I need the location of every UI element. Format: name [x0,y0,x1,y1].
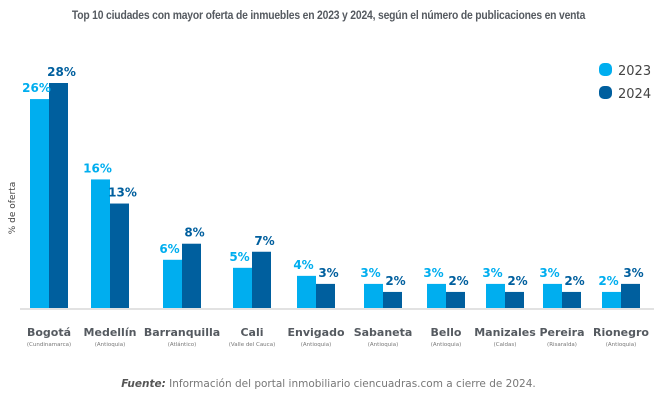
category-sublabel-manizales: (Caldas) [494,342,517,348]
value-label-bogota-2023: 26% [22,81,51,95]
value-label-rionegro-2024: 3% [623,266,643,280]
value-label-medellin-2024: 13% [108,186,137,200]
bar-envigado-2024 [316,283,335,308]
bar-cali-2024 [252,251,271,308]
bar-manizales-2024 [505,291,524,308]
legend-label-2024: 2024 [618,87,651,102]
value-label-medellin-2023: 16% [83,161,112,175]
category-label-manizales: Manizales [474,326,536,339]
category-label-barranquilla: Barranquilla [144,326,220,339]
value-label-bogota-2024: 28% [47,65,76,79]
value-label-bello-2024: 2% [448,274,468,288]
category-labels-layer: Bogotá (Cundinamarca) Medellín (Antioquia) B… [27,326,650,348]
value-label-cali-2023: 5% [229,250,249,264]
category-label-bogota: Bogotá [27,326,71,339]
bar-cali-2023 [233,267,252,308]
bar-bello-2024 [446,291,465,308]
legend-swatch-2024 [599,86,612,99]
category-sublabel-bello: (Antioquia) [431,342,461,348]
category-label-rionegro: Rionegro [593,326,649,339]
category-sublabel-pereira: (Risaralda) [547,342,577,348]
category-sublabel-cali: (Valle del Cauca) [229,342,275,348]
legend-swatch-2023 [599,63,612,76]
value-label-sabaneta-2023: 3% [360,266,380,280]
bar-manizales-2023 [486,283,505,308]
bar-rionegro-2023 [602,291,621,308]
bar-bogota-2023 [30,99,49,308]
value-label-envigado-2023: 4% [293,258,313,272]
value-label-manizales-2023: 3% [482,266,502,280]
category-label-medellin: Medellín [84,326,137,339]
bar-medellin-2023 [91,179,110,308]
category-label-cali: Cali [240,326,263,339]
value-label-sabaneta-2024: 2% [385,274,405,288]
category-sublabel-sabaneta: (Antioquia) [368,342,398,348]
source-note: Fuente: Información del portal inmobilia… [0,378,657,390]
category-label-envigado: Envigado [287,326,344,339]
bar-pereira-2024 [562,291,581,308]
value-label-bello-2023: 3% [423,266,443,280]
legend: 2023 2024 [599,63,651,102]
value-label-cali-2024: 7% [254,234,274,248]
chart-title: Top 10 ciudades con mayor oferta de inmu… [71,10,586,22]
value-label-rionegro-2023: 2% [598,274,618,288]
category-sublabel-rionegro: (Antioquia) [606,342,636,348]
value-label-pereira-2024: 2% [564,274,584,288]
value-label-envigado-2024: 3% [318,266,338,280]
legend-label-2023: 2023 [618,64,651,79]
category-label-bello: Bello [431,326,462,339]
category-sublabel-bogota: (Cundinamarca) [27,342,71,348]
bar-bello-2023 [427,283,446,308]
source-label: Fuente: [121,378,166,390]
bars-layer [30,83,640,308]
bar-bogota-2024 [49,83,68,308]
bar-medellin-2024 [110,203,129,308]
value-label-manizales-2024: 2% [507,274,527,288]
value-label-barranquilla-2024: 8% [184,226,204,240]
value-labels-layer: 26% 28% 16% 13% 6% 8% 5% 7% 4% 3% 3% 2% 3% 2% 3% 2% 3% 2%… [22,65,644,288]
category-sublabel-barranquilla: (Atlántico) [168,341,197,348]
y-axis-label: % de oferta [8,182,18,234]
bar-rionegro-2024 [621,283,640,308]
source-text: Información del portal inmobiliario cien… [165,378,536,390]
bar-pereira-2023 [543,283,562,308]
category-sublabel-medellin: (Antioquia) [95,342,125,348]
category-sublabel-envigado: (Antioquia) [301,342,331,348]
value-label-barranquilla-2023: 6% [159,242,179,256]
category-label-sabaneta: Sabaneta [354,326,413,339]
bar-sabaneta-2023 [364,283,383,308]
bar-sabaneta-2024 [383,291,402,308]
bar-barranquilla-2024 [182,243,201,308]
bar-envigado-2023 [297,275,316,308]
bar-barranquilla-2023 [163,259,182,308]
value-label-pereira-2023: 3% [539,266,559,280]
category-label-pereira: Pereira [539,326,584,339]
